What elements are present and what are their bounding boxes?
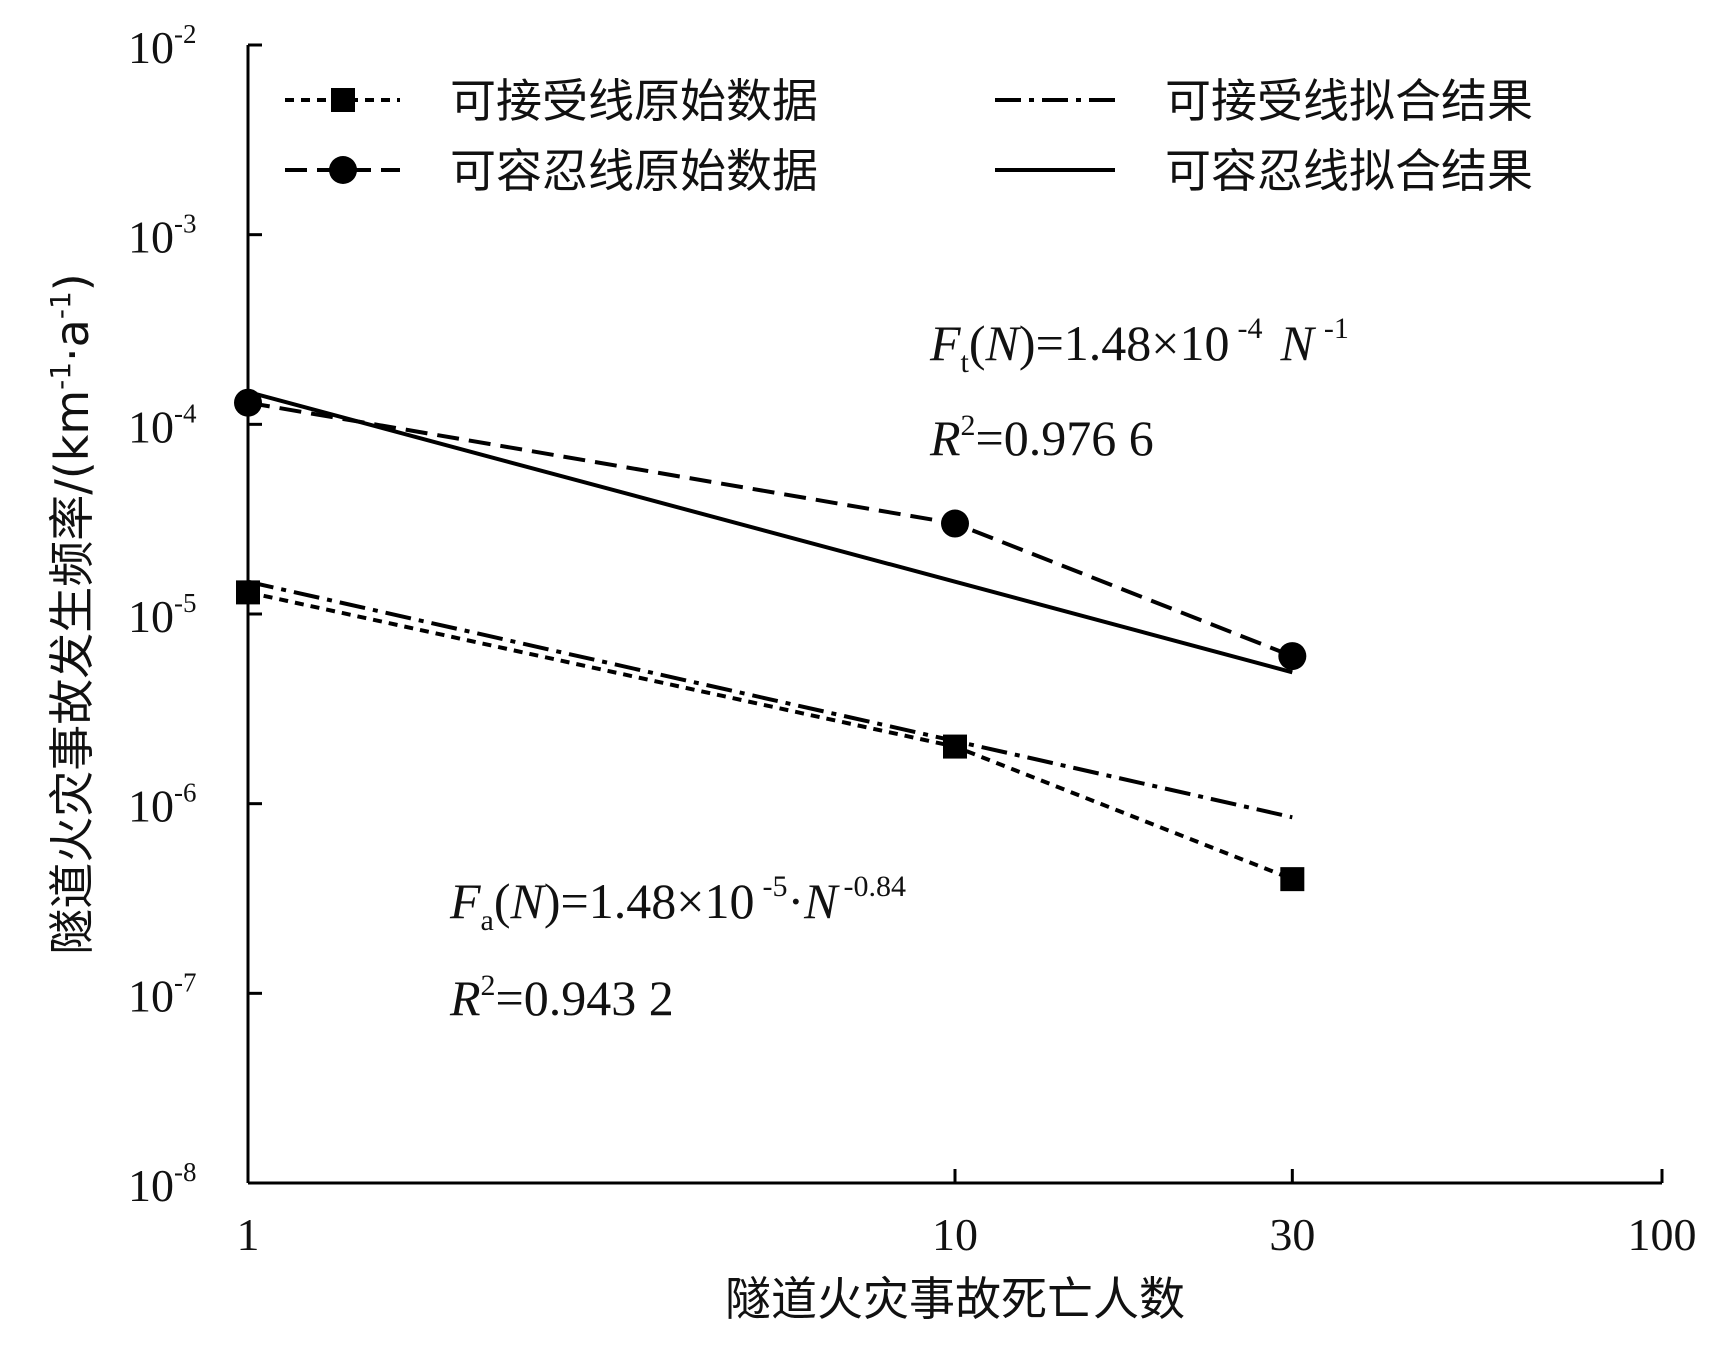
legend-item-acceptable-fit: 可接受线拟合结果 [995,74,1533,128]
legend-marker-square [331,88,355,112]
data-point-square [1280,867,1305,892]
x-tick-label: 100 [1628,1209,1697,1260]
data-point-square [236,580,260,605]
y-axis-title-exp1: -1 [44,362,77,390]
series-line-3 [247,390,1293,675]
y-axis-title-end: ) [45,273,99,291]
y-axis-title-exp2: -1 [44,291,77,319]
x-tick-label: 10 [932,1209,978,1260]
x-ticks: 1 10 30 100 [237,1169,1697,1260]
y-tick-label: 10-3 [128,209,197,263]
data-point-circle [941,509,969,538]
x-tick-label: 1 [237,1209,260,1260]
legend-item-acceptable-raw: 可接受线原始数据 [285,74,818,128]
legend-label-acceptable-raw: 可接受线原始数据 [450,74,818,128]
equation-tolerable-fit: Ft(N)=1.48×10 -4 N -1 [929,312,1349,379]
legend-item-tolerable-raw: 可容忍线原始数据 [285,144,818,198]
data-point-circle [234,388,262,417]
legend-marker-circle [329,156,357,184]
y-axis-title: 隧道火灾事故发生频率/(km-1·a-1) [44,273,99,955]
y-tick-label: 10-8 [128,1157,197,1211]
y-tick-label: 10-5 [128,588,197,642]
data-point-circle [1278,642,1307,671]
series-line-0 [247,590,1294,881]
legend-label-tolerable-fit: 可容忍线拟合结果 [1165,144,1533,198]
y-ticks: 10-8 10-7 10-6 10-5 10-4 10-3 10-2 [128,19,262,1211]
legend-item-tolerable-fit: 可容忍线拟合结果 [995,144,1533,198]
equation-acceptable: Fa(N)=1.48×10 -5·N -0.84 R2=0.943 2 [449,870,906,1026]
legend-label-tolerable-raw: 可容忍线原始数据 [450,144,818,198]
legend-label-acceptable-fit: 可接受线拟合结果 [1165,74,1533,128]
y-axis-title-mid: ·a [45,319,99,362]
data-point-square [943,734,967,759]
equation-tolerable: Ft(N)=1.48×10 -4 N -1 R2=0.976 6 [929,312,1349,466]
y-tick-label: 10-4 [128,398,197,452]
y-tick-label: 10-6 [128,778,197,832]
series-layer [234,388,1307,892]
series-line-2 [247,579,1293,820]
equation-acceptable-r2: R2=0.943 2 [449,969,674,1026]
y-axis-title-main: 隧道火灾事故发生频率/(km [45,390,99,955]
equation-tolerable-r2: R2=0.976 6 [929,409,1154,466]
legend: 可接受线原始数据 可容忍线原始数据 可接受线拟合结果 可容忍线拟合结果 [285,74,1533,198]
x-tick-label: 30 [1269,1209,1315,1260]
x-axis-title: 隧道火灾事故死亡人数 [725,1272,1185,1326]
equation-acceptable-fit: Fa(N)=1.48×10 -5·N -0.84 [449,870,906,937]
y-tick-label: 10-7 [128,967,197,1021]
y-tick-label: 10-2 [128,19,197,73]
